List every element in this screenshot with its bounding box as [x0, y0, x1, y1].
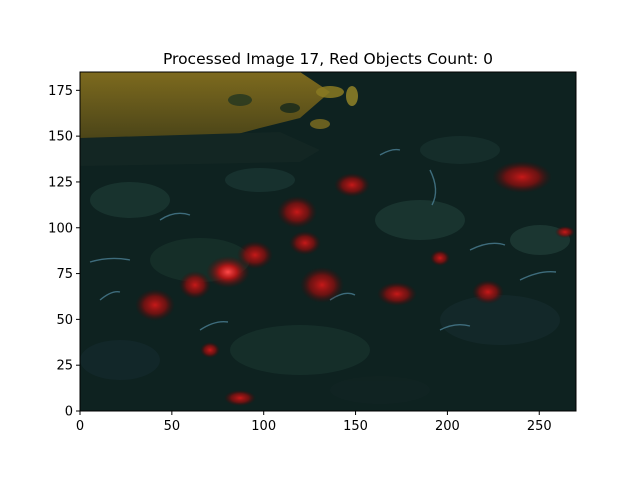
foliage — [80, 136, 570, 404]
y-tick-label: 25 — [56, 359, 73, 374]
red-object — [334, 173, 370, 197]
plot-frame — [79, 71, 577, 412]
x-tick-label: 0 — [76, 419, 84, 434]
red-object — [179, 271, 211, 299]
processed-image — [80, 72, 576, 411]
red-object — [289, 231, 321, 255]
yellow-leaf — [316, 86, 344, 98]
red-object — [135, 289, 175, 321]
red-object — [430, 250, 450, 266]
y-tick-label: 125 — [48, 175, 73, 190]
y-tick-label: 75 — [56, 267, 73, 282]
red-object — [377, 282, 417, 306]
red-object — [237, 241, 273, 269]
y-tick-label: 100 — [48, 221, 73, 236]
red-object — [200, 342, 220, 358]
x-tick-label: 200 — [435, 419, 460, 434]
red-object — [206, 256, 250, 288]
red-object — [492, 161, 552, 193]
red-object — [300, 267, 344, 303]
y-tick-label: 175 — [48, 84, 73, 99]
dark-band — [80, 132, 320, 166]
yellow-leaf — [280, 103, 300, 113]
x-tick-label: 100 — [251, 419, 276, 434]
yellow-leaf — [228, 94, 252, 106]
y-axis: 0 25 50 75 100 125 150 175 — [48, 84, 80, 420]
x-tick-label: 50 — [164, 419, 181, 434]
y-tick-label: 150 — [48, 130, 73, 145]
chart-title: Processed Image 17, Red Objects Count: 0 — [163, 50, 493, 68]
x-tick-label: 150 — [343, 419, 368, 434]
red-objects — [135, 161, 575, 406]
y-tick-label: 0 — [65, 405, 73, 420]
red-object — [277, 196, 317, 228]
red-object — [224, 390, 256, 406]
red-object — [555, 226, 575, 238]
x-tick-label: 250 — [527, 419, 552, 434]
leaf-highlights — [89, 148, 557, 331]
x-axis: 0 50 100 150 200 250 — [76, 411, 552, 434]
sky-region — [80, 72, 330, 140]
y-tick-label: 50 — [56, 313, 73, 328]
red-object — [472, 280, 504, 304]
yellow-leaf — [346, 86, 358, 106]
yellow-leaf — [310, 119, 330, 129]
